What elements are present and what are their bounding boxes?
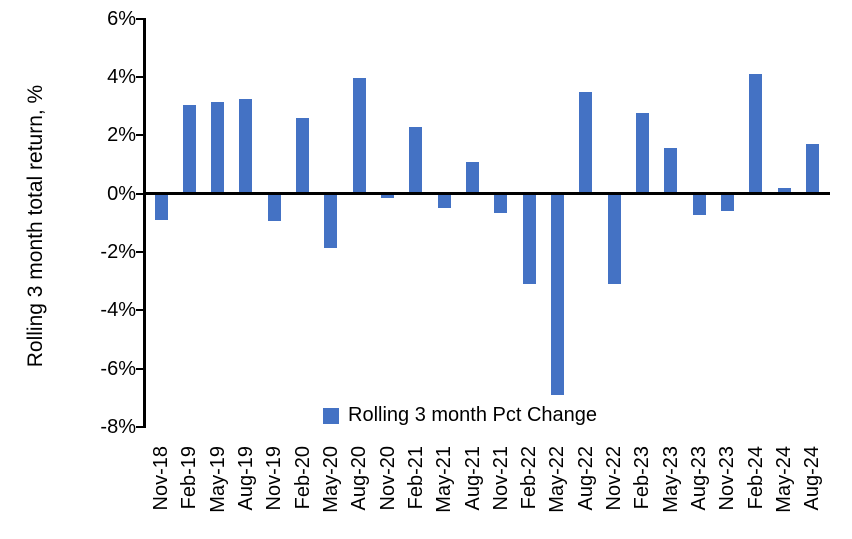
y-axis-tick-label: -2% [100,240,136,263]
x-axis-label: Feb-21 [404,446,427,510]
bar [324,193,338,248]
x-axis-label: Nov-18 [150,446,172,511]
y-axis-tick-label: -6% [100,357,136,380]
bar [720,193,734,212]
x-axis-label: Nov-20 [376,446,399,511]
bar [579,91,593,194]
bar [749,74,763,194]
bar [154,193,168,220]
x-axis-label: May-19 [206,446,229,513]
y-axis-tick-mark [136,309,143,312]
x-axis-label: Aug-19 [234,446,257,511]
y-axis-tick-mark [136,250,143,253]
bar [777,187,791,194]
bar [466,161,480,194]
x-axis-label: Aug-24 [801,446,824,511]
legend: Rolling 3 month Pct Change [323,404,597,427]
bar [522,193,536,285]
bar [296,117,310,194]
y-axis-tick-mark [136,425,143,428]
bar [267,193,281,222]
bar [437,193,451,209]
x-axis-label: Feb-24 [744,446,767,510]
y-axis-tick-mark [136,367,143,370]
y-axis-tick-mark [136,192,143,195]
x-axis-label: Feb-20 [291,446,314,510]
y-axis-tick-mark [136,134,143,137]
x-axis-label: Feb-23 [631,446,654,510]
legend-label: Rolling 3 month Pct Change [348,404,598,426]
y-axis-tick-label: 4% [107,65,136,88]
bar [239,98,253,194]
bar [635,113,649,194]
x-axis-label: Aug-22 [574,446,597,511]
bar [607,193,621,285]
bar [182,104,196,194]
y-axis-tick-label: 6% [107,7,136,30]
bar [211,101,225,194]
zero-axis-line [143,192,830,196]
x-axis-label: May-22 [546,446,569,513]
x-axis-label: May-20 [319,446,342,513]
x-axis-label: Nov-22 [603,446,626,511]
bar [664,148,678,194]
y-axis-tick-mark [136,17,143,20]
y-axis-tick-label: -4% [100,299,136,322]
bar [692,193,706,216]
bar [409,126,423,194]
x-axis-label: May-23 [659,446,682,513]
x-axis-label: Aug-20 [348,446,371,511]
bar [494,193,508,213]
y-axis-tick-label: -8% [100,415,136,438]
x-axis-label: Feb-22 [518,446,541,510]
x-axis-label: May-21 [433,446,456,513]
x-axis-label: Nov-23 [716,446,739,511]
bar [550,193,564,395]
x-axis-label: Nov-19 [263,446,286,511]
y-axis-tick-mark [136,75,143,78]
x-axis-label: Feb-19 [178,446,201,510]
x-axis-label: Aug-21 [461,446,484,511]
x-axis-label: Aug-23 [688,446,711,511]
bar [381,193,395,198]
y-axis-tick-label: 2% [107,124,136,147]
y-axis-tick-label: 0% [107,182,136,205]
x-axis-label: May-24 [773,446,796,513]
legend-marker-icon [323,407,339,424]
y-axis-title: Rolling 3 month total return, % [24,84,47,368]
x-axis-label: Nov-21 [489,446,512,511]
bar [352,78,366,194]
bar [805,144,819,194]
y-axis-line [143,17,146,428]
